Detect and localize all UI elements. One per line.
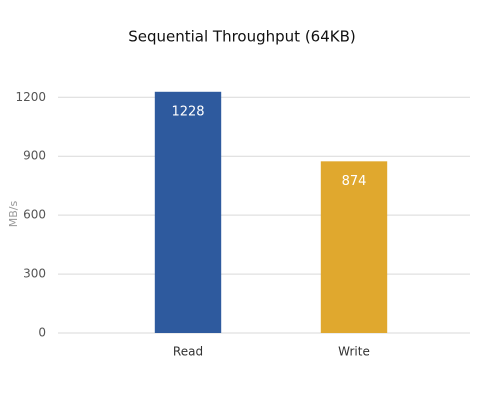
chart-title: Sequential Throughput (64KB) (128, 28, 356, 46)
y-tick-label: 600 (23, 208, 46, 222)
y-axis-label: MB/s (7, 200, 20, 227)
bar (154, 91, 222, 334)
x-tick-label: Write (338, 345, 370, 359)
data-label: 874 (342, 174, 367, 189)
bar (320, 161, 388, 333)
y-tick-label: 0 (38, 326, 46, 340)
x-tick-label: Read (173, 345, 203, 359)
data-label: 1228 (171, 104, 204, 119)
y-tick-label: 900 (23, 149, 46, 163)
y-tick-label: 300 (23, 267, 46, 281)
y-tick-label: 1200 (15, 90, 46, 104)
